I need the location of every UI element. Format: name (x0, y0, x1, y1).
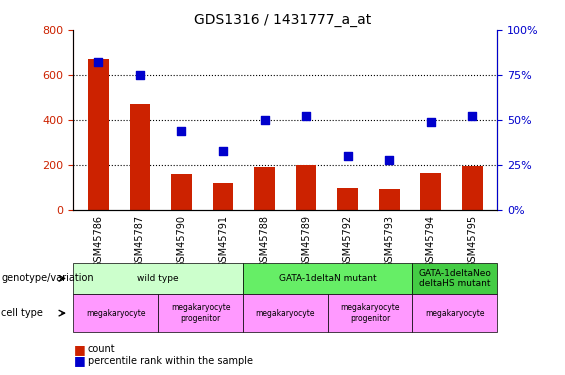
Point (385, 157, 394, 163)
Text: count: count (88, 345, 115, 354)
Bar (379, 189, 399, 210)
Bar (420, 173, 441, 210)
Bar (295, 165, 316, 210)
Point (94, 59, 103, 65)
Point (426, 119, 435, 125)
Point (468, 113, 477, 119)
Text: GATA-1deltaN mutant: GATA-1deltaN mutant (279, 274, 376, 283)
Point (260, 117, 269, 123)
Point (219, 148, 228, 154)
Text: genotype/variation: genotype/variation (1, 273, 94, 284)
Bar (88, 59, 108, 210)
Text: ■: ■ (73, 343, 85, 356)
Bar (462, 166, 483, 210)
Text: megakaryocyte: megakaryocyte (425, 309, 485, 318)
Point (302, 113, 311, 119)
Bar (337, 188, 358, 210)
Text: GATA-1deltaNeo
deltaHS mutant: GATA-1deltaNeo deltaHS mutant (419, 269, 491, 288)
Bar (171, 174, 192, 210)
Text: GDS1316 / 1431777_a_at: GDS1316 / 1431777_a_at (194, 13, 371, 27)
Text: megakaryocyte: megakaryocyte (86, 309, 146, 318)
Point (343, 153, 352, 159)
Bar (129, 104, 150, 210)
Text: megakaryocyte
progenitor: megakaryocyte progenitor (340, 303, 400, 323)
Point (177, 128, 186, 134)
Text: megakaryocyte
progenitor: megakaryocyte progenitor (171, 303, 231, 323)
Text: wild type: wild type (137, 274, 179, 283)
Bar (212, 183, 233, 210)
Point (136, 72, 145, 78)
Text: ■: ■ (73, 354, 85, 367)
Text: megakaryocyte: megakaryocyte (255, 309, 315, 318)
Bar (254, 167, 275, 210)
Text: cell type: cell type (1, 308, 43, 318)
Text: percentile rank within the sample: percentile rank within the sample (88, 356, 253, 366)
